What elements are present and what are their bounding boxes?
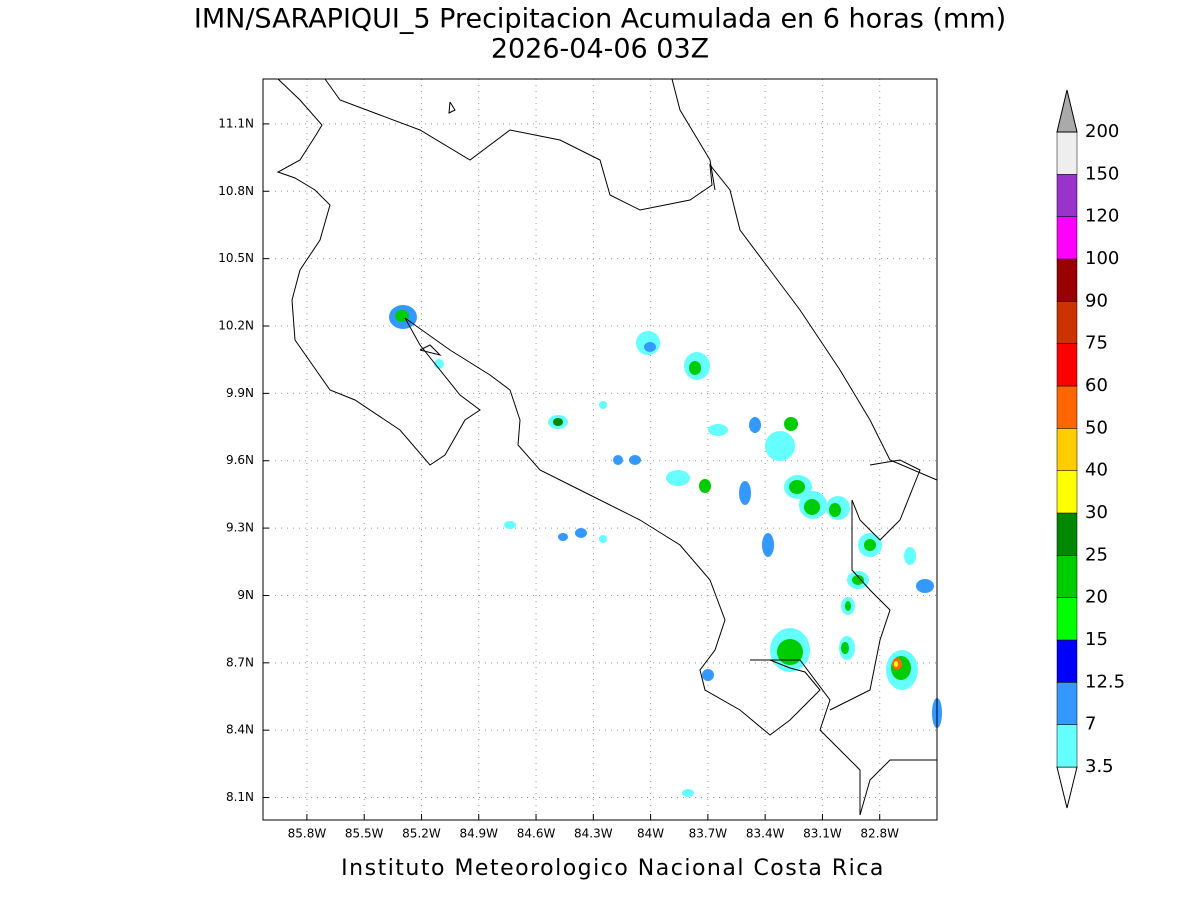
colorbar: 3.5 7 12.5 15 20 25 30 40 50 60 75 90 100 120 150 200 (1056, 89, 1125, 809)
lat-tick-label: 9.3N (226, 521, 254, 535)
colorbar-segment (1056, 512, 1078, 556)
lat-tick-label: 10.2N (218, 319, 254, 333)
lat-tick-label: 8.1N (226, 790, 254, 804)
lon-tick-label: 84.3W (574, 827, 613, 841)
lon-tick-label: 83.7W (689, 827, 728, 841)
colorbar-label: 50 (1085, 417, 1108, 438)
lon-tick-label: 85.8W (288, 827, 327, 841)
colorbar-segment (1056, 301, 1078, 344)
lon-tick-label: 84.6W (517, 827, 556, 841)
colorbar-label: 3.5 (1085, 756, 1114, 777)
colorbar-segment (1056, 682, 1078, 725)
colorbar-label: 120 (1085, 206, 1119, 227)
colorbar-label: 90 (1085, 290, 1108, 311)
lon-tick-label: 82.8W (860, 827, 899, 841)
colorbar-label: 75 (1085, 333, 1108, 354)
colorbar-label: 150 (1085, 163, 1119, 184)
colorbar-label: 15 (1085, 629, 1108, 650)
colorbar-segment (1056, 216, 1078, 260)
footer: Instituto Meteorologico Nacional Costa R… (341, 856, 885, 881)
colorbar-segment (1056, 597, 1078, 641)
colorbar-segment (1056, 174, 1078, 217)
colorbar-label: 60 (1085, 375, 1108, 396)
colorbar-segment (1056, 428, 1078, 471)
lon-tick-label: 84W (637, 827, 664, 841)
colorbar-over (1056, 89, 1078, 133)
colorbar-label: 12.5 (1085, 671, 1125, 692)
colorbar-segment (1056, 470, 1078, 514)
lat-tick-label: 9.6N (226, 453, 254, 467)
coastline (276, 78, 938, 816)
lat-tick-label: 10.5N (218, 251, 254, 265)
colorbar-segment (1056, 343, 1078, 387)
colorbar-under (1056, 766, 1078, 809)
colorbar-label: 25 (1085, 544, 1108, 565)
lon-tick-label: 83.1W (803, 827, 842, 841)
lat-tick-label: 9.9N (226, 386, 254, 400)
map-frame (262, 78, 938, 821)
lat-tick-label: 9N (237, 588, 254, 602)
lat-tick-label: 8.7N (226, 655, 254, 669)
colorbar-label: 100 (1085, 248, 1119, 269)
colorbar-segment (1056, 639, 1078, 683)
grid (263, 79, 937, 820)
lat-tick-label: 8.4N (226, 723, 254, 737)
lon-tick-label: 83.4W (746, 827, 785, 841)
subtitle: 2026-04-06 03Z (491, 34, 709, 65)
colorbar-label: 30 (1085, 502, 1108, 523)
lon-tick-label: 85.5W (345, 827, 384, 841)
colorbar-label: 20 (1085, 587, 1108, 608)
colorbar-segment (1056, 385, 1078, 429)
precipitation (389, 305, 942, 797)
lat-tick-label: 11.1N (218, 116, 254, 130)
lon-tick-label: 85.2W (402, 827, 441, 841)
colorbar-label: 7 (1085, 714, 1096, 735)
colorbar-label: 200 (1085, 121, 1119, 142)
colorbar-label: 40 (1085, 460, 1108, 481)
lat-tick-label: 10.8N (218, 184, 254, 198)
lon-tick-label: 84.9W (459, 827, 498, 841)
colorbar-segment (1056, 555, 1078, 598)
colorbar-segment (1056, 724, 1078, 768)
title: IMN/SARAPIQUI_5 Precipitacion Acumulada … (194, 4, 1006, 35)
colorbar-segment (1056, 131, 1078, 175)
colorbar-segment (1056, 258, 1078, 302)
